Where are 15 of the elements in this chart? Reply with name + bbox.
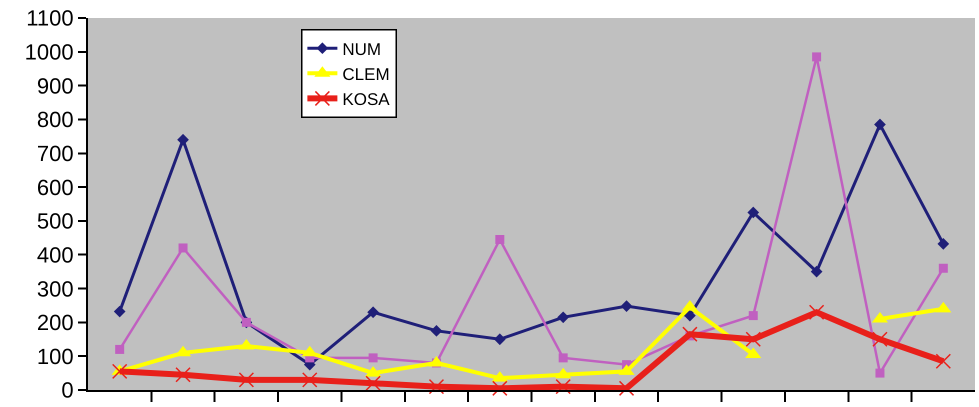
y-tick-label: 800 [36,107,74,132]
legend-label: CLEM [342,64,390,84]
y-tick-label: 400 [36,242,74,268]
legend-label: NUM [342,40,382,59]
y-tick-label: 600 [36,174,74,200]
y-tick-label: 0 [61,378,74,403]
y-tick-label: 1000 [24,40,74,65]
y-tick-label: 900 [36,73,74,98]
legend-label: KOSA [342,90,390,110]
y-tick-label: 100 [36,344,74,369]
y-tick-label: 500 [36,208,74,234]
y-tick-label: 300 [36,276,74,302]
y-tick-label: 1100 [26,6,74,31]
y-tick-label: 200 [36,310,74,336]
y-tick-label: 700 [36,140,74,166]
